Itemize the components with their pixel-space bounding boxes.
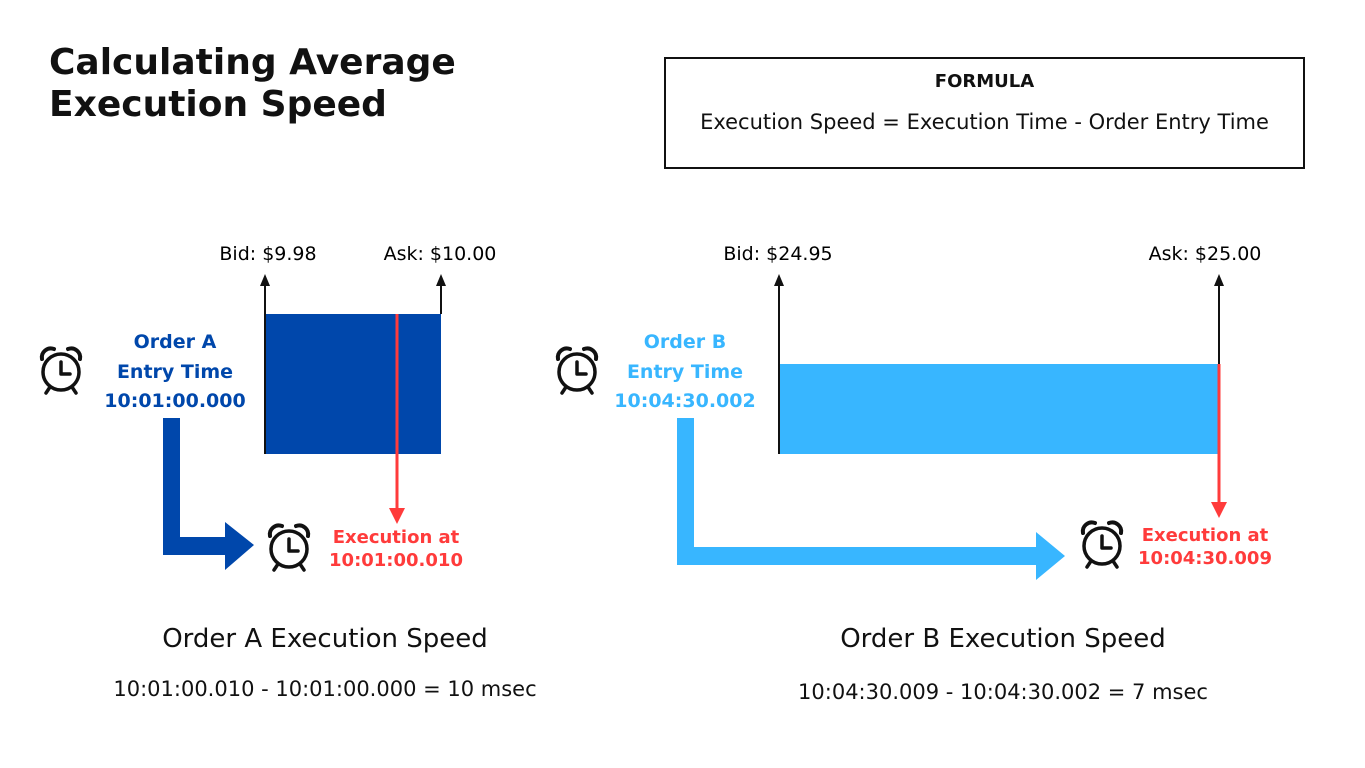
- order-b-bid-label: Bid: $24.95: [723, 243, 832, 265]
- formula-box: FORMULA Execution Speed = Execution Time…: [664, 57, 1305, 169]
- order-a-spread-bar: [265, 314, 441, 454]
- alarm-clock-icon: [1080, 520, 1124, 569]
- order-b-execution-arrowhead: [1211, 502, 1227, 518]
- order-a-bid-label: Bid: $9.98: [219, 243, 316, 265]
- title-line-1: Calculating Average: [49, 42, 456, 83]
- order-a-execution-arrowhead: [389, 508, 405, 524]
- order-a-ask-label: Ask: $10.00: [384, 243, 497, 265]
- order-b-diagram: Bid: $24.95 Ask: $25.00 Order B Entry Ti…: [555, 243, 1272, 580]
- order-a-ask-arrowhead: [436, 274, 446, 286]
- order-a-execution-label: Execution at: [333, 527, 460, 548]
- alarm-clock-icon: [267, 523, 311, 572]
- order-a-entry-label: Entry Time: [117, 361, 233, 383]
- order-b-summary-title: Order B Execution Speed: [840, 624, 1166, 654]
- order-a-execution-time: 10:01:00.010: [329, 550, 463, 571]
- order-b-entry-time: 10:04:30.002: [614, 390, 755, 412]
- title-line-2: Execution Speed: [49, 84, 387, 125]
- alarm-clock-icon: [555, 346, 599, 395]
- order-b-label: Order B: [644, 331, 726, 353]
- order-a-entry-time: 10:01:00.000: [104, 390, 245, 412]
- formula-text: Execution Speed = Execution Time - Order…: [700, 110, 1269, 134]
- order-b-bid-arrowhead: [774, 274, 784, 286]
- order-a-diagram: Bid: $9.98 Ask: $10.00 Order A Entry Tim…: [39, 243, 497, 572]
- order-a-summary-title: Order A Execution Speed: [162, 624, 488, 654]
- order-b-summary-calc: 10:04:30.009 - 10:04:30.002 = 7 msec: [798, 680, 1208, 704]
- order-b-entry-label: Entry Time: [627, 361, 743, 383]
- order-b-flow-arrow: [677, 418, 1065, 580]
- order-a-label: Order A: [134, 331, 217, 353]
- order-b-execution-time: 10:04:30.009: [1138, 548, 1272, 569]
- order-a-flow-arrow: [163, 418, 254, 570]
- formula-heading: FORMULA: [934, 71, 1035, 92]
- page-title: Calculating Average Execution Speed: [49, 42, 456, 126]
- order-b-spread-bar: [779, 364, 1219, 454]
- order-a-summary-calc: 10:01:00.010 - 10:01:00.000 = 10 msec: [113, 677, 537, 701]
- order-b-ask-label: Ask: $25.00: [1149, 243, 1262, 265]
- order-a-bid-arrowhead: [260, 274, 270, 286]
- order-b-ask-arrowhead: [1214, 274, 1224, 286]
- order-b-execution-label: Execution at: [1142, 525, 1269, 546]
- alarm-clock-icon: [39, 346, 83, 395]
